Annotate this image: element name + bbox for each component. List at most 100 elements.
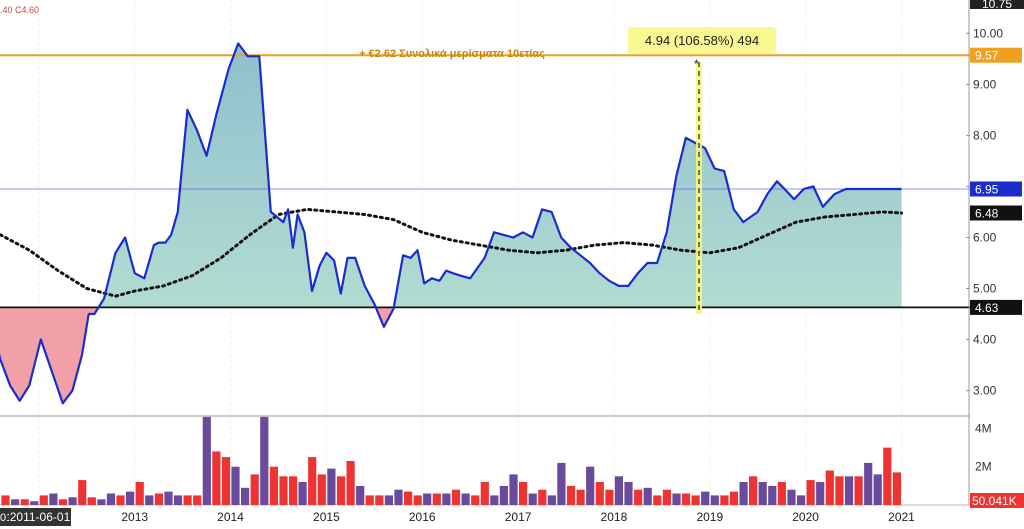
volume-bar (394, 489, 403, 505)
volume-bar (30, 501, 39, 505)
volume-bar (193, 495, 202, 505)
volume-bar (691, 495, 700, 505)
top-badge-text: 10.75 (982, 0, 1012, 11)
moving-average-badge-text: 6.48 (975, 207, 999, 221)
corner-ohlc-text: .40 C4.60 (0, 5, 39, 15)
volume-bar (356, 485, 365, 505)
x-tick-label: 2020 (792, 510, 819, 524)
x-tick-label: 2016 (409, 510, 436, 524)
baseline-badge-box (970, 299, 1022, 315)
dividend-annotation: + €2.62 Συνολικά μερίσματα 10ετίας (359, 48, 545, 60)
y-tick-label: 3.00 (973, 384, 997, 398)
baseline-badge: 4.63 (970, 299, 1022, 315)
volume-badge-text: 50.041K (972, 494, 1017, 508)
volume-bar (643, 487, 652, 505)
x-tick-label: 2014 (217, 510, 244, 524)
volume-bar (566, 485, 576, 505)
volume-bar (614, 476, 623, 505)
x-tick-label: 2019 (696, 510, 723, 524)
volume-bar (116, 495, 125, 505)
volume-bar (720, 495, 729, 505)
volume-bar (442, 493, 451, 505)
volume-bar (729, 491, 739, 505)
volume-bar (816, 482, 825, 505)
volume-bar (432, 493, 441, 505)
volume-bar (653, 495, 662, 505)
y-tick-label: 8.00 (973, 128, 997, 142)
volume-bar (662, 489, 671, 505)
top-price-badge: 10.75 (970, 0, 1024, 11)
volume-bar (317, 474, 326, 505)
moving-average-badge-box (970, 205, 1022, 221)
volume-bar (451, 489, 461, 505)
volume-bar (480, 482, 489, 505)
start-date-box (9, 508, 71, 526)
volume-bar (490, 495, 499, 505)
volume-bar (20, 499, 29, 505)
volume-badge-box (970, 493, 1024, 508)
volume-bar (768, 485, 777, 505)
tooltip-box (628, 27, 776, 54)
left-edge-box (0, 508, 9, 526)
volume-bar (164, 491, 173, 505)
volume-bar (384, 495, 393, 505)
volume-bar (873, 474, 882, 505)
volume-bar (701, 491, 710, 505)
volume-bar (797, 495, 806, 505)
volume-bar (528, 493, 537, 505)
volume-bar (327, 468, 336, 505)
baseline-badge-text: 4.63 (975, 301, 999, 315)
volume-bar (576, 489, 585, 505)
x-tick-label: 2017 (505, 510, 532, 524)
volume-bar (135, 482, 144, 505)
volume-bar (864, 462, 873, 505)
volume-bar (68, 497, 77, 505)
start-date-marker: 01 2011-06-01 (0, 508, 71, 526)
volume-bar (844, 476, 854, 505)
crosshair-marker-icon: * (694, 57, 699, 71)
tooltip-text: 4.94 (106.58%) 494 (645, 33, 759, 48)
volume-bar (854, 476, 863, 505)
volume-bar (365, 495, 374, 505)
volume-bar (279, 476, 288, 505)
volume-last-badge: 50.041K (970, 493, 1024, 508)
volume-bar (346, 461, 355, 505)
volume-bar (749, 476, 758, 505)
volume-bar (538, 489, 547, 505)
volume-bar (471, 495, 480, 505)
volume-bar (892, 472, 901, 505)
top-badge-box (970, 0, 1024, 9)
current-price-badge-text: 6.95 (975, 183, 999, 197)
volume-bar (605, 489, 614, 505)
volume-bar (672, 493, 681, 505)
volume-bar (595, 482, 604, 505)
volume-bar (758, 482, 767, 505)
x-tick-label: 2018 (601, 510, 628, 524)
volume-bar (1, 495, 10, 505)
dividend-badge-text: 9.57 (975, 49, 999, 63)
y-tick-label: 6.00 (973, 231, 997, 245)
volume-bar (173, 495, 183, 505)
volume-bar (739, 482, 748, 505)
volume-bar (97, 499, 106, 505)
volume-bar (404, 491, 413, 505)
volume-bar (586, 466, 595, 505)
volume-bar (231, 466, 240, 505)
volume-bar (241, 487, 250, 505)
volume-bar (461, 493, 470, 505)
x-tick-label: 2013 (121, 510, 148, 524)
y-tick-label: 5.00 (973, 282, 997, 296)
volume-bar (547, 495, 556, 505)
volume-tick-label: 2M (975, 460, 992, 474)
dividend-level-badge: 9.57 (970, 47, 1022, 63)
volume-bar (499, 485, 508, 505)
volume-bar (49, 493, 58, 505)
current-price-badge-box (970, 181, 1022, 197)
tooltip-crosshair: * 4.94 (106.58%) 494 (628, 27, 776, 314)
volume-bar (806, 480, 815, 505)
y-tick-label: 10.00 (973, 26, 1003, 40)
volume-bar (212, 451, 221, 505)
volume-bar (681, 493, 691, 505)
